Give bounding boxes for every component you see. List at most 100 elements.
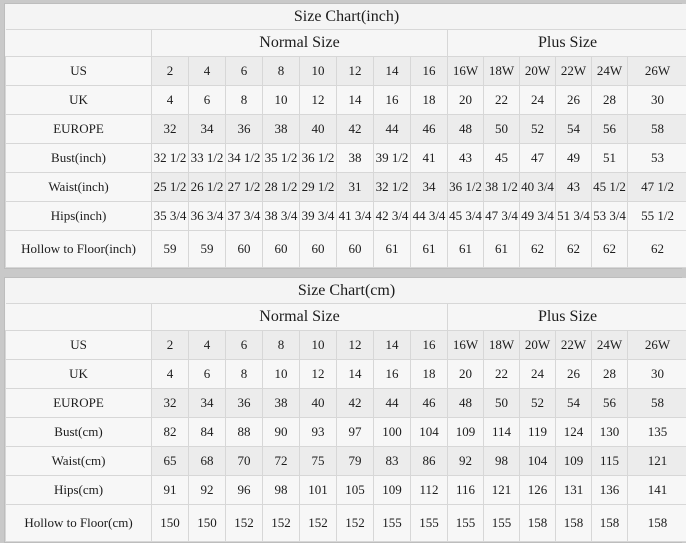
- cell: 18W: [484, 331, 520, 360]
- cell: 8: [263, 331, 300, 360]
- cell: 22: [484, 360, 520, 389]
- cell: 155: [484, 505, 520, 542]
- cell: 49: [556, 144, 592, 173]
- table-row: Waist(cm) 65 68 70 72 75 79 83 86 92 98 …: [6, 447, 686, 476]
- cell: 83: [374, 447, 411, 476]
- cell: 38: [263, 115, 300, 144]
- cell: 40: [300, 389, 337, 418]
- cell: 30: [628, 360, 686, 389]
- cell: 12: [300, 360, 337, 389]
- size-chart-cm: Size Chart(cm) Normal Size Plus Size US …: [4, 277, 682, 543]
- cell: 32: [152, 115, 189, 144]
- cell: 37 3/4: [226, 202, 263, 231]
- cell: 36 1/2: [448, 173, 484, 202]
- cell: 24W: [592, 57, 628, 86]
- cell: 43: [448, 144, 484, 173]
- cell: 52: [520, 389, 556, 418]
- cell: 22W: [556, 57, 592, 86]
- page-title-inch: Size Chart(inch): [6, 4, 686, 30]
- cell: 10: [300, 331, 337, 360]
- cell: 152: [263, 505, 300, 542]
- cell: 124: [556, 418, 592, 447]
- cell: 41 3/4: [337, 202, 374, 231]
- cell: 152: [337, 505, 374, 542]
- cell: 60: [263, 231, 300, 268]
- cell: 26: [556, 86, 592, 115]
- cell: 109: [448, 418, 484, 447]
- row-label-waist-cm: Waist(cm): [6, 447, 152, 476]
- cell: 61: [448, 231, 484, 268]
- cell: 6: [189, 86, 226, 115]
- cell: 44 3/4: [411, 202, 448, 231]
- cell: 50: [484, 115, 520, 144]
- cell: 135: [628, 418, 686, 447]
- cell: 62: [556, 231, 592, 268]
- cell: 61: [411, 231, 448, 268]
- cell: 131: [556, 476, 592, 505]
- cell: 48: [448, 389, 484, 418]
- cell: 42: [337, 115, 374, 144]
- table-row: US 2 4 6 8 10 12 14 16 16W 18W 20W 22W 2…: [6, 57, 686, 86]
- cell: 136: [592, 476, 628, 505]
- cell: 116: [448, 476, 484, 505]
- cell: 61: [374, 231, 411, 268]
- cell: 62: [592, 231, 628, 268]
- cell: 42 3/4: [374, 202, 411, 231]
- cell: 25 1/2: [152, 173, 189, 202]
- size-table-cm: Size Chart(cm) Normal Size Plus Size US …: [5, 278, 686, 542]
- cell: 20W: [520, 331, 556, 360]
- cell: 152: [300, 505, 337, 542]
- cell: 121: [628, 447, 686, 476]
- cell: 18W: [484, 57, 520, 86]
- cell: 158: [592, 505, 628, 542]
- cell: 36 3/4: [189, 202, 226, 231]
- cell: 119: [520, 418, 556, 447]
- cell: 92: [189, 476, 226, 505]
- cell: 109: [374, 476, 411, 505]
- cell: 32: [152, 389, 189, 418]
- cell: 36: [226, 115, 263, 144]
- table-row: Hips(cm) 91 92 96 98 101 105 109 112 116…: [6, 476, 686, 505]
- cell: 34 1/2: [226, 144, 263, 173]
- table-row: Bust(cm) 82 84 88 90 93 97 100 104 109 1…: [6, 418, 686, 447]
- cell: 48: [448, 115, 484, 144]
- row-label-waist-inch: Waist(inch): [6, 173, 152, 202]
- cell: 16W: [448, 331, 484, 360]
- cell: 22W: [556, 331, 592, 360]
- cell: 68: [189, 447, 226, 476]
- table-title-row-inch: Size Chart(inch): [6, 4, 686, 30]
- cell: 38 1/2: [484, 173, 520, 202]
- cell: 115: [592, 447, 628, 476]
- cell: 58: [628, 389, 686, 418]
- cell: 90: [263, 418, 300, 447]
- row-label-uk-inch: UK: [6, 86, 152, 115]
- cell: 109: [556, 447, 592, 476]
- cell: 14: [374, 331, 411, 360]
- cell: 14: [337, 86, 374, 115]
- cell: 51 3/4: [556, 202, 592, 231]
- cell: 96: [226, 476, 263, 505]
- cell: 28: [592, 360, 628, 389]
- cell: 32 1/2: [152, 144, 189, 173]
- cell: 20: [448, 360, 484, 389]
- cell: 45 1/2: [592, 173, 628, 202]
- cell: 155: [448, 505, 484, 542]
- table-row: US 2 4 6 8 10 12 14 16 16W 18W 20W 22W 2…: [6, 331, 686, 360]
- cell: 112: [411, 476, 448, 505]
- cell: 6: [226, 57, 263, 86]
- cell: 18: [411, 360, 448, 389]
- cell: 26W: [628, 57, 686, 86]
- cell: 40 3/4: [520, 173, 556, 202]
- cell: 104: [411, 418, 448, 447]
- cell: 44: [374, 389, 411, 418]
- cell: 60: [337, 231, 374, 268]
- cell: 130: [592, 418, 628, 447]
- cell: 54: [556, 115, 592, 144]
- cell: 16: [411, 57, 448, 86]
- cell: 92: [448, 447, 484, 476]
- cell: 26 1/2: [189, 173, 226, 202]
- cell: 47 3/4: [484, 202, 520, 231]
- group-header-normal-inch: Normal Size: [152, 30, 448, 57]
- cell: 114: [484, 418, 520, 447]
- group-header-plus-inch: Plus Size: [448, 30, 686, 57]
